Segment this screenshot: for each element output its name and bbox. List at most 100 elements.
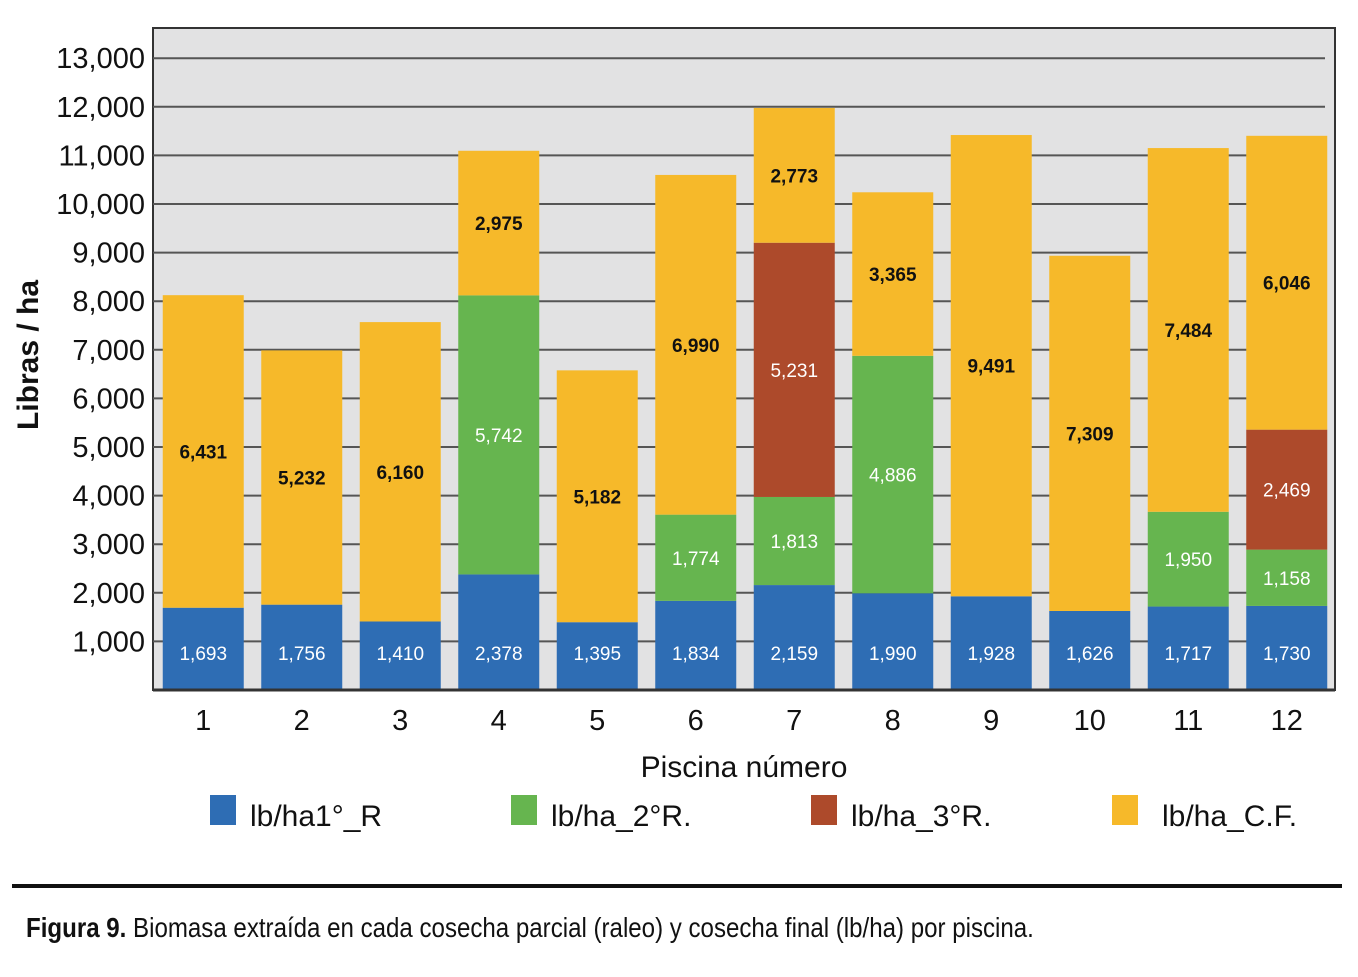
bar-value-label: 1,928 (967, 644, 1015, 665)
bar-segment (1246, 549, 1328, 606)
caption-divider (12, 884, 1342, 888)
bar-segment (359, 621, 441, 690)
y-tick-label: 2,000 (72, 578, 145, 610)
bar-segment (261, 604, 343, 690)
bar-value-label: 1,717 (1164, 644, 1212, 665)
x-tick-label: 10 (1074, 705, 1106, 737)
bar-segment (950, 135, 1032, 597)
bar-segment (458, 295, 540, 575)
bar-segment (655, 174, 737, 515)
bar-value-label: 1,834 (672, 644, 720, 665)
legend-label: lb/ha_3°R. (851, 800, 991, 833)
bar-segment (458, 574, 540, 690)
bar-segment (1049, 255, 1131, 611)
bar-value-label: 1,774 (672, 549, 720, 570)
x-tick-label: 7 (786, 705, 802, 737)
x-tick-label: 9 (983, 705, 999, 737)
y-axis-title: Libras / ha (12, 280, 45, 430)
bar-value-label: 9,491 (967, 357, 1015, 378)
bar-value-label: 1,756 (278, 644, 326, 665)
bar-segment (1147, 148, 1229, 512)
x-tick-label: 12 (1271, 705, 1303, 737)
legend-swatch (1112, 795, 1138, 825)
legend-label: lb/ha_C.F. (1162, 800, 1297, 833)
bar-segment (458, 150, 540, 296)
bar-value-label: 1,730 (1263, 644, 1311, 665)
y-tick-label: 6,000 (72, 383, 145, 415)
legend-label: lb/ha1°_R (250, 800, 382, 833)
bar-segment (753, 585, 835, 690)
bar-value-label: 1,693 (179, 644, 227, 665)
x-tick-label: 2 (294, 705, 310, 737)
bar-value-label: 7,309 (1066, 424, 1114, 445)
x-tick-label: 11 (1173, 705, 1203, 737)
bar-segment (556, 622, 638, 690)
legend-label: lb/ha_2°R. (551, 800, 691, 833)
bar-value-label: 2,975 (475, 214, 523, 235)
bar-segment (1049, 610, 1131, 690)
y-tick-label: 8,000 (72, 286, 145, 318)
x-tick-label: 8 (885, 705, 901, 737)
bar-segment (852, 192, 934, 356)
stacked-bar-chart: 1,000 2,000 3,000 4,000 5,000 6,000 7,000 8,000… (12, 27, 1336, 833)
y-tick-label: 5,000 (72, 432, 145, 464)
bar-segment (359, 322, 441, 622)
bar-value-label: 1,626 (1066, 644, 1114, 665)
bar-segment (1246, 605, 1328, 690)
bar-value-label: 1,813 (770, 532, 818, 553)
bar-value-label: 2,159 (770, 644, 818, 665)
x-axis-title: Piscina número (641, 751, 848, 784)
bar-value-label: 6,160 (376, 463, 424, 484)
legend-swatch (210, 795, 236, 825)
bar-segment (1147, 511, 1229, 607)
bar-value-label: 6,990 (672, 336, 720, 357)
bar-segment (753, 107, 835, 243)
y-tick-label: 4,000 (72, 481, 145, 513)
x-tick-label: 4 (491, 705, 507, 737)
figure-caption: Figura 9. Biomasa extraída en cada cosec… (26, 912, 1034, 944)
legend-swatch (511, 795, 537, 825)
y-tick-label: 3,000 (72, 529, 145, 561)
bar-segment (556, 370, 638, 623)
caption-label: Figura 9. (26, 912, 127, 943)
bar-segment (261, 350, 343, 605)
bar-value-label: 6,046 (1263, 274, 1311, 295)
bar-segment (852, 355, 934, 594)
y-tick-label: 7,000 (72, 335, 145, 367)
bar-value-label: 2,773 (770, 166, 818, 187)
bar-segment (1147, 606, 1229, 690)
y-tick-label: 13,000 (56, 43, 145, 75)
bar-segment (753, 242, 835, 497)
bar-value-label: 2,469 (1263, 481, 1311, 502)
x-tick-label: 1 (195, 705, 211, 737)
bar-segment (655, 600, 737, 690)
bar-value-label: 5,182 (573, 487, 621, 508)
y-tick-label: 9,000 (72, 238, 145, 270)
y-tick-label: 12,000 (56, 92, 145, 124)
y-tick-label: 10,000 (56, 189, 145, 221)
bar-segment (1246, 429, 1328, 550)
y-tick-label: 11,000 (58, 140, 145, 172)
bar-value-label: 5,232 (278, 469, 326, 490)
bar-value-label: 1,950 (1164, 550, 1212, 571)
x-tick-label: 6 (688, 705, 704, 737)
bar-segment (162, 607, 244, 690)
bar-segment (852, 593, 934, 690)
bar-value-label: 2,378 (475, 644, 523, 665)
bar-segment (753, 496, 835, 586)
bar-value-label: 6,431 (179, 442, 227, 463)
bar-value-label: 1,158 (1263, 569, 1311, 590)
legend-swatch (811, 795, 837, 825)
bar-value-label: 5,231 (770, 361, 818, 382)
bar-segment (1246, 135, 1328, 430)
bar-value-label: 1,990 (869, 644, 917, 665)
y-tick-label: 1,000 (72, 626, 145, 658)
plot-area (152, 27, 1336, 691)
bar-value-label: 1,395 (573, 644, 621, 665)
x-tick-label: 3 (392, 705, 408, 737)
bar-value-label: 5,742 (475, 426, 523, 447)
bar-value-label: 7,484 (1164, 321, 1212, 342)
bar-segment (950, 596, 1032, 690)
bar-value-label: 3,365 (869, 265, 917, 286)
bar-value-label: 4,886 (869, 466, 917, 487)
